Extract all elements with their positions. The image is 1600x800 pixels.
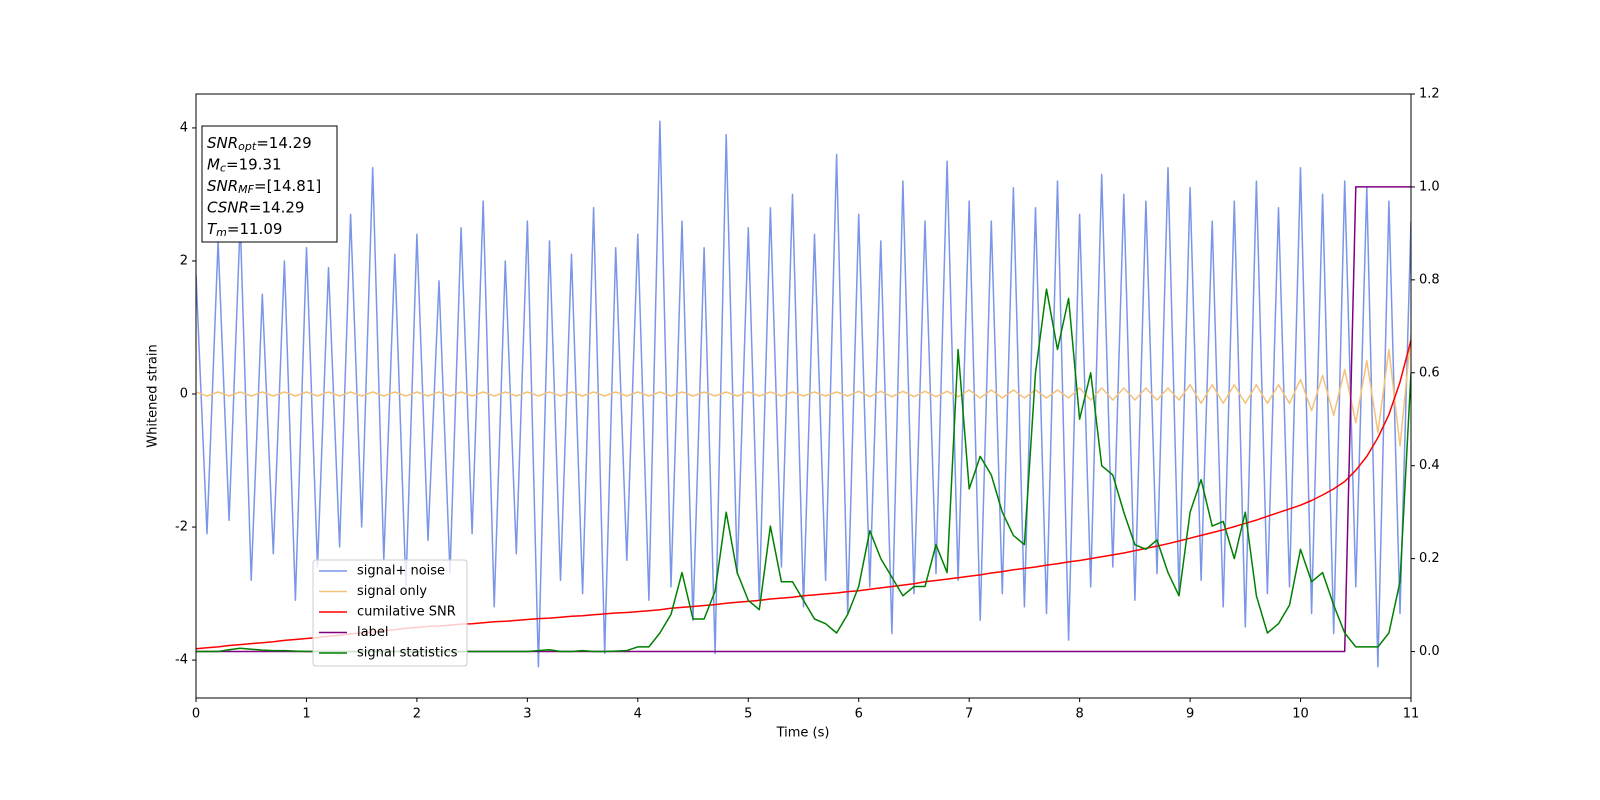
x-tick-label: 8 bbox=[1075, 707, 1083, 722]
y-axis-label: Whitened strain bbox=[146, 344, 161, 447]
y2-tick-label: 1.0 bbox=[1419, 179, 1440, 194]
x-tick-label: 7 bbox=[965, 707, 973, 722]
y-tick-label: -2 bbox=[175, 520, 188, 535]
annotation-line: SNRMF=[14.81] bbox=[207, 177, 321, 197]
plot-frame bbox=[195, 93, 1412, 699]
annotation-box bbox=[201, 125, 338, 243]
x-tick-label: 6 bbox=[855, 707, 863, 722]
x-tick-label: 3 bbox=[523, 707, 531, 722]
y2-tick-label: 0.6 bbox=[1419, 365, 1440, 380]
annotation-value: =19.31 bbox=[226, 155, 282, 173]
x-tick-label: 11 bbox=[1403, 707, 1420, 722]
legend: signal+ noise signal only cumilative SNR la… bbox=[312, 559, 468, 667]
y-tick-label: 0 bbox=[180, 387, 188, 402]
annotation-value: =14.29 bbox=[249, 198, 305, 216]
annotation-line: CSNR=14.29 bbox=[207, 198, 304, 216]
annotation-name: M bbox=[207, 155, 220, 173]
y2-tick-label: 0.4 bbox=[1419, 458, 1440, 473]
x-tick-label: 1 bbox=[302, 707, 310, 722]
legend-box bbox=[312, 559, 468, 667]
legend-label: signal statistics bbox=[357, 646, 458, 661]
annotation-name: T bbox=[207, 220, 218, 238]
y2-tick-label: 0.0 bbox=[1419, 644, 1440, 659]
y-tick-label: 2 bbox=[180, 253, 188, 268]
annotation-name: SNR bbox=[207, 134, 238, 152]
x-axis-label: Time (s) bbox=[776, 726, 830, 741]
annotation-value: =11.09 bbox=[227, 220, 283, 238]
y2-tick-label: 1.2 bbox=[1419, 87, 1440, 102]
y-tick-label: -4 bbox=[175, 653, 188, 668]
x-tick-label: 2 bbox=[413, 707, 421, 722]
series-line bbox=[196, 334, 1411, 447]
legend-label: label bbox=[357, 625, 388, 640]
series-line bbox=[196, 120, 1411, 668]
x-tick-label: 0 bbox=[192, 707, 200, 722]
annotation-value: =[14.81] bbox=[254, 177, 321, 195]
annotation-name: CSNR bbox=[207, 198, 249, 216]
annotation-sub: opt bbox=[238, 140, 257, 153]
legend-label: signal only bbox=[357, 584, 427, 599]
legend-label: cumilative SNR bbox=[357, 605, 456, 620]
annotation-value: =14.29 bbox=[256, 134, 312, 152]
annotation-sub: c bbox=[220, 162, 226, 175]
y2-tick-label: 0.2 bbox=[1419, 551, 1440, 566]
annotation-line: Mc=19.31 bbox=[207, 155, 282, 175]
x-tick-label: 4 bbox=[634, 707, 642, 722]
annotation-line: SNRopt=14.29 bbox=[207, 134, 312, 154]
annotation-sub: m bbox=[216, 226, 227, 239]
y2-tick-label: 0.8 bbox=[1419, 272, 1440, 287]
annotation-sub: MF bbox=[238, 183, 254, 196]
legend-label: signal+ noise bbox=[357, 564, 445, 579]
y-tick-label: 4 bbox=[180, 120, 188, 135]
x-tick-label: 9 bbox=[1186, 707, 1194, 722]
annotation-line: Tm=11.09 bbox=[207, 220, 282, 240]
x-tick-label: 5 bbox=[744, 707, 752, 722]
annotation-name: SNR bbox=[207, 177, 238, 195]
x-tick-label: 10 bbox=[1292, 707, 1309, 722]
